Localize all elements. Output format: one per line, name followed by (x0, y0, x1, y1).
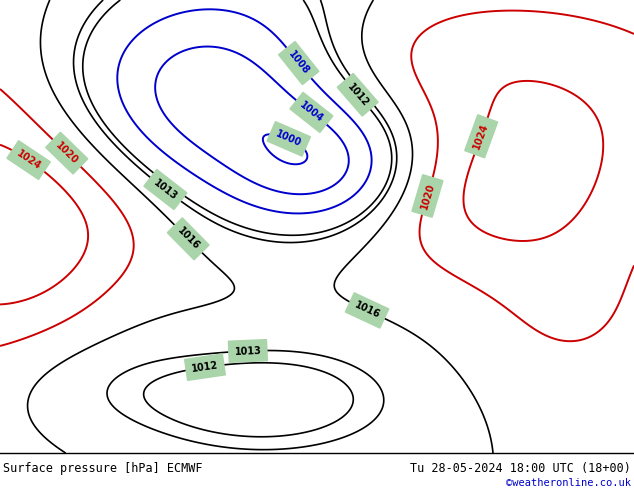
Text: 1013: 1013 (152, 177, 179, 202)
Text: 1024: 1024 (472, 122, 491, 151)
Text: 1016: 1016 (353, 300, 382, 320)
Text: 1012: 1012 (345, 81, 370, 108)
Text: 1020: 1020 (419, 182, 436, 210)
Text: 1008: 1008 (287, 49, 311, 77)
Text: Surface pressure [hPa] ECMWF: Surface pressure [hPa] ECMWF (3, 462, 203, 475)
Text: 1012: 1012 (191, 360, 219, 374)
Text: 1020: 1020 (53, 140, 80, 166)
Text: 1000: 1000 (275, 129, 303, 149)
Text: 1024: 1024 (15, 148, 42, 172)
Text: 1016: 1016 (175, 226, 201, 252)
Text: Tu 28-05-2024 18:00 UTC (18+00): Tu 28-05-2024 18:00 UTC (18+00) (410, 462, 631, 475)
Text: 1013: 1013 (234, 345, 262, 357)
Text: ©weatheronline.co.uk: ©weatheronline.co.uk (506, 478, 631, 488)
Text: 1004: 1004 (298, 100, 325, 124)
